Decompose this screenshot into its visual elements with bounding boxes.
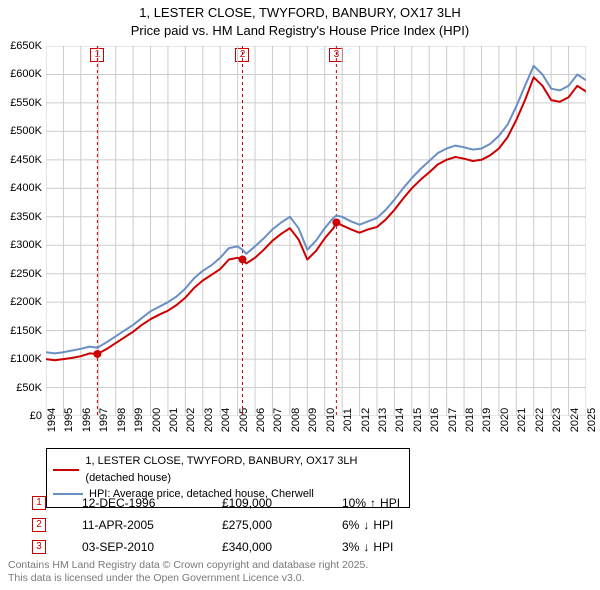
events-table: 1 12-DEC-1996 £109,000 10% ↑ HPI 2 11-AP… — [30, 492, 570, 558]
chart-title: 1, LESTER CLOSE, TWYFORD, BANBURY, OX17 … — [0, 0, 600, 39]
event-diff: 10% ↑ HPI — [342, 496, 400, 510]
arrow-up-icon: ↑ — [370, 496, 376, 510]
event-diff-pct: 6% — [342, 518, 359, 532]
y-tick-label: £50K — [16, 382, 42, 394]
y-tick-label: £550K — [10, 97, 42, 109]
footer-line-2: This data is licensed under the Open Gov… — [8, 572, 368, 586]
y-tick-label: £300K — [10, 239, 42, 251]
event-date: 12-DEC-1996 — [82, 496, 222, 510]
y-tick-label: £200K — [10, 296, 42, 308]
event-diff-pct: 3% — [342, 540, 359, 554]
y-tick-label: £100K — [10, 353, 42, 365]
y-tick-label: £150K — [10, 325, 42, 337]
footer-attribution: Contains HM Land Registry data © Crown c… — [8, 559, 368, 586]
legend-row: 1, LESTER CLOSE, TWYFORD, BANBURY, OX17 … — [53, 453, 403, 486]
y-tick-label: £350K — [10, 211, 42, 223]
event-diff-vs: HPI — [373, 518, 393, 532]
series-line — [46, 77, 586, 360]
series-line — [46, 66, 586, 354]
footer-line-1: Contains HM Land Registry data © Crown c… — [8, 559, 368, 573]
event-marker-box: 2 — [32, 518, 46, 532]
event-diff: 3% ↓ HPI — [342, 540, 393, 554]
chart-svg — [46, 46, 586, 416]
y-tick-label: £650K — [10, 40, 42, 52]
event-date: 03-SEP-2010 — [82, 540, 222, 554]
event-price: £109,000 — [222, 496, 342, 510]
event-diff-pct: 10% — [342, 496, 366, 510]
event-marker-box: 3 — [32, 540, 46, 554]
event-row: 3 03-SEP-2010 £340,000 3% ↓ HPI — [30, 536, 570, 558]
y-tick-label: £500K — [10, 125, 42, 137]
event-price: £340,000 — [222, 540, 342, 554]
event-row: 1 12-DEC-1996 £109,000 10% ↑ HPI — [30, 492, 570, 514]
arrow-down-icon: ↓ — [363, 518, 369, 532]
y-tick-label: £600K — [10, 68, 42, 80]
legend-label-1: 1, LESTER CLOSE, TWYFORD, BANBURY, OX17 … — [85, 453, 403, 486]
x-tick-label: 2025 — [586, 408, 598, 432]
title-line-2: Price paid vs. HM Land Registry's House … — [0, 22, 600, 40]
event-price: £275,000 — [222, 518, 342, 532]
figure-container: 1, LESTER CLOSE, TWYFORD, BANBURY, OX17 … — [0, 0, 600, 590]
event-diff: 6% ↓ HPI — [342, 518, 393, 532]
legend-swatch-1 — [53, 469, 79, 471]
event-diff-vs: HPI — [373, 540, 393, 554]
event-diff-vs: HPI — [380, 496, 400, 510]
y-tick-label: £0 — [30, 410, 42, 422]
chart-plot-area: £0£50K£100K£150K£200K£250K£300K£350K£400… — [46, 46, 586, 416]
event-row: 2 11-APR-2005 £275,000 6% ↓ HPI — [30, 514, 570, 536]
title-line-1: 1, LESTER CLOSE, TWYFORD, BANBURY, OX17 … — [0, 4, 600, 22]
arrow-down-icon: ↓ — [363, 540, 369, 554]
y-tick-label: £450K — [10, 154, 42, 166]
y-tick-label: £250K — [10, 268, 42, 280]
event-marker-box: 1 — [32, 496, 46, 510]
y-tick-label: £400K — [10, 182, 42, 194]
event-date: 11-APR-2005 — [82, 518, 222, 532]
